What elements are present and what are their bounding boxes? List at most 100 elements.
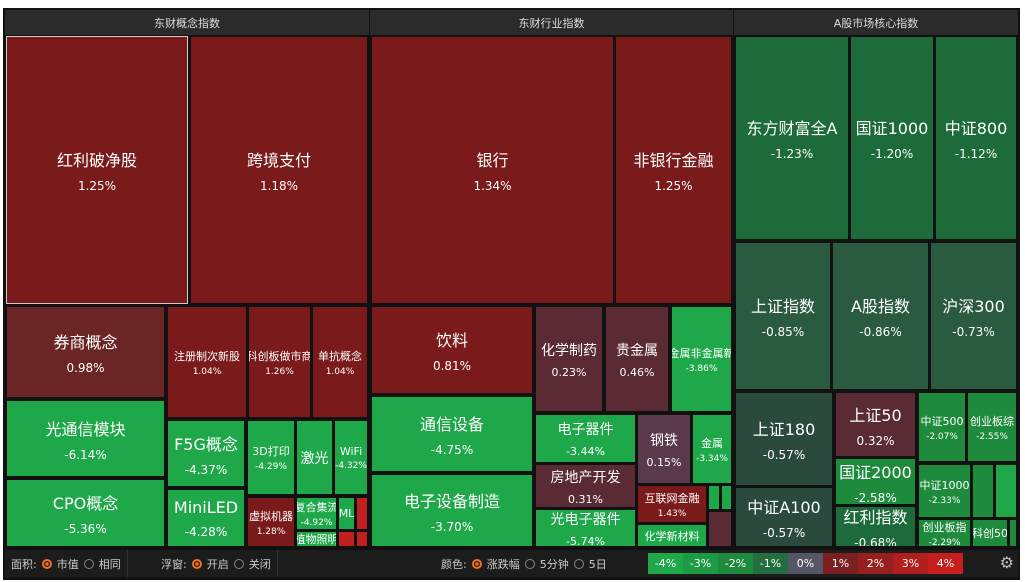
- area-label: 面积:: [11, 557, 37, 571]
- treemap-tile[interactable]: 国证1000 -1.20%: [850, 36, 934, 240]
- treemap-tile[interactable]: 非银行金融 1.25%: [615, 36, 732, 304]
- tile-change: -3.44%: [566, 445, 605, 458]
- treemap-tile[interactable]: 东方财富全A -1.23%: [735, 36, 849, 240]
- tile-change: -2.33%: [928, 495, 961, 506]
- radio-float-on[interactable]: [191, 558, 202, 569]
- treemap-tile[interactable]: 3D打印 -4.29%: [247, 420, 295, 495]
- radio-label: 涨跌幅: [486, 557, 520, 571]
- treemap-tile-small[interactable]: [721, 485, 732, 510]
- tile-change: -4.29%: [255, 462, 287, 472]
- treemap-tile-small[interactable]: [338, 531, 355, 547]
- tile-name: 化学制药: [541, 342, 597, 359]
- tile-name: 中证800: [944, 119, 1008, 138]
- treemap-tile[interactable]: 激光: [296, 420, 333, 495]
- treemap-tile[interactable]: WiFi -4.32%: [334, 420, 368, 495]
- treemap-tile-small[interactable]: [708, 511, 732, 547]
- treemap-tile[interactable]: 上证指数 -0.85%: [735, 242, 831, 390]
- tile-name: 创业板指: [922, 520, 967, 534]
- radio-color-change[interactable]: [471, 558, 482, 569]
- treemap-tile[interactable]: 贵金属 0.46%: [605, 306, 669, 412]
- treemap-tile[interactable]: 通信设备 -4.75%: [371, 396, 533, 472]
- treemap-tile[interactable]: 钢铁 0.15%: [637, 414, 691, 484]
- tile-name: 激光: [300, 450, 329, 467]
- treemap-tile[interactable]: 创业板指 -2.29%: [918, 519, 971, 547]
- radio-area-marketcap[interactable]: [41, 558, 52, 569]
- treemap-tile-small[interactable]: [1009, 519, 1017, 547]
- treemap-tile[interactable]: 上证180 -0.57%: [735, 392, 833, 486]
- treemap-tile[interactable]: 化学制药 0.23%: [535, 306, 603, 412]
- treemap-tile[interactable]: 复合集流 -4.92%: [296, 497, 337, 530]
- treemap-tile[interactable]: 互联网金融 1.43%: [637, 485, 707, 523]
- tile-change: -5.74%: [566, 534, 605, 547]
- tile-change: -3.86%: [685, 363, 718, 374]
- treemap-tile-small[interactable]: [972, 464, 994, 518]
- treemap-tile[interactable]: 创业板综 -2.55%: [967, 392, 1017, 462]
- treemap-tile[interactable]: 科创板做市商 1.26%: [248, 306, 311, 418]
- legend-swatch: 1%: [823, 553, 858, 574]
- treemap-tile[interactable]: 国证2000 -2.58%: [835, 458, 916, 505]
- treemap-tile[interactable]: 上证50 0.32%: [835, 392, 916, 457]
- radio-color-5min[interactable]: [524, 558, 535, 569]
- treemap-tile[interactable]: 科创50: [972, 519, 1008, 547]
- treemap-tile[interactable]: MiniLED -4.28%: [167, 489, 245, 547]
- radio-label: 开启: [206, 557, 229, 571]
- tile-name: 3D打印: [252, 445, 290, 458]
- treemap-tile[interactable]: 植物照明: [296, 531, 337, 547]
- treemap-tile[interactable]: 沪深300 -0.73%: [930, 242, 1017, 390]
- gear-icon[interactable]: ⚙: [999, 553, 1014, 572]
- float-label: 浮窗:: [161, 557, 187, 571]
- tile-change: 0.23%: [551, 365, 587, 379]
- tile-change: -3.34%: [696, 453, 728, 464]
- panel-header-concept: 东财概念指数: [5, 10, 370, 35]
- tile-change: -0.57%: [762, 526, 806, 540]
- tile-change: -0.57%: [762, 448, 806, 462]
- legend-swatch: 3%: [893, 553, 928, 574]
- treemap-tile-small[interactable]: [995, 464, 1017, 518]
- treemap-tile[interactable]: 银行 1.34%: [371, 36, 614, 304]
- treemap-tile[interactable]: 化学新材料: [637, 524, 707, 547]
- treemap-tile[interactable]: 光通信模块 -6.14%: [6, 400, 165, 477]
- treemap-tile[interactable]: F5G概念 -4.37%: [167, 420, 245, 487]
- treemap-tile[interactable]: 注册制次新股 1.04%: [167, 306, 247, 418]
- tile-name: 中证1000: [919, 478, 970, 492]
- treemap-tile[interactable]: 房地产开发 0.31%: [535, 464, 636, 508]
- treemap-tile[interactable]: 券商概念 0.98%: [6, 306, 165, 398]
- treemap-tile-small[interactable]: [356, 497, 368, 530]
- tile-change: 0.15%: [646, 455, 682, 469]
- tile-name: 饮料: [435, 331, 468, 350]
- radio-area-equal[interactable]: [83, 558, 94, 569]
- treemap-tile[interactable]: 中证500 -2.07%: [918, 392, 966, 462]
- tile-name: 非银行金融: [633, 151, 714, 170]
- treemap-tile[interactable]: 中证1000 -2.33%: [918, 464, 971, 518]
- tile-change: 0.31%: [568, 492, 603, 506]
- treemap-tile[interactable]: 单抗概念 1.04%: [312, 306, 368, 418]
- treemap-tile[interactable]: 金属非金属新 -3.86%: [671, 306, 732, 412]
- treemap-tile-small[interactable]: [356, 531, 368, 547]
- treemap-tile[interactable]: 红利指数 -0.68%: [835, 506, 916, 547]
- tile-change: 1.28%: [256, 526, 286, 537]
- treemap-tile[interactable]: ML: [338, 497, 355, 530]
- radio-float-off[interactable]: [233, 558, 244, 569]
- treemap-tile[interactable]: 电子器件 -3.44%: [535, 414, 636, 463]
- treemap-tile[interactable]: 中证A100 -0.57%: [735, 487, 833, 547]
- treemap-tile[interactable]: 虚拟机器 1.28%: [247, 497, 295, 547]
- treemap-tile[interactable]: 跨境支付 1.18%: [190, 36, 368, 304]
- treemap-tile[interactable]: 金属 -3.34%: [692, 414, 732, 484]
- treemap-tile-small[interactable]: [708, 485, 720, 510]
- tile-name: 银行: [476, 151, 509, 170]
- tile-name: 红利破净股: [56, 151, 137, 170]
- tile-change: -2.58%: [854, 490, 897, 505]
- treemap-tile[interactable]: A股指数 -0.86%: [832, 242, 929, 390]
- treemap-tile[interactable]: 红利破净股 1.25%: [6, 36, 188, 304]
- treemap-tile[interactable]: 光电子器件 -5.74%: [535, 509, 636, 547]
- radio-color-5day[interactable]: [573, 558, 584, 569]
- legend-swatch: -3%: [683, 553, 718, 574]
- treemap-tile[interactable]: CPO概念 -5.36%: [6, 479, 165, 547]
- tile-name: 光电子器件: [550, 511, 621, 528]
- tile-change: -2.07%: [926, 431, 958, 442]
- tile-change: -1.23%: [770, 147, 814, 161]
- treemap-tile[interactable]: 饮料 0.81%: [371, 306, 533, 394]
- treemap-tile[interactable]: 电子设备制造 -3.70%: [371, 474, 533, 547]
- treemap-tile[interactable]: 中证800 -1.12%: [935, 36, 1017, 240]
- tile-name: 金属: [701, 436, 723, 450]
